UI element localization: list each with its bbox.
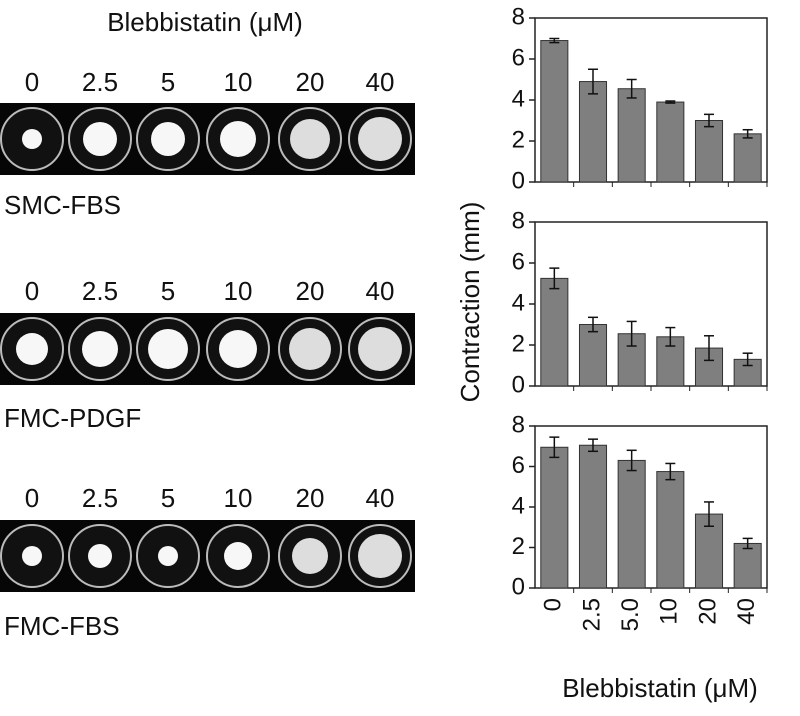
error-bar: [704, 113, 714, 128]
error-bar: [588, 438, 598, 453]
well-label: 20: [296, 67, 325, 97]
gel: [16, 333, 48, 365]
error-bar: [549, 436, 560, 459]
gel: [22, 129, 42, 149]
y-tick-label: 8: [512, 3, 525, 30]
well-label: 5: [161, 276, 175, 306]
bar: [656, 101, 685, 183]
y-tick-label: 8: [512, 207, 525, 234]
error-bar: [742, 128, 753, 139]
error-bar: [742, 352, 753, 367]
gel: [290, 119, 330, 159]
gel: [358, 534, 402, 578]
panel-label: FMC-FBS: [4, 611, 120, 641]
gel: [148, 329, 188, 369]
x-axis-title: Blebbistatin (μM): [562, 673, 758, 703]
bar: [617, 88, 646, 183]
x-tick-label: 5.0: [617, 598, 644, 631]
bar: [694, 120, 724, 183]
well-label: 40: [366, 276, 395, 306]
bar: [733, 133, 762, 183]
y-tick-label: 0: [512, 371, 525, 398]
gel: [289, 328, 331, 370]
well-label: 20: [296, 483, 325, 513]
plot-frame: [534, 425, 768, 589]
bar: [540, 446, 569, 589]
bar: [578, 81, 608, 183]
plot-frame: [534, 17, 768, 183]
gel: [82, 331, 118, 367]
error-bar: [626, 320, 637, 347]
gel: [358, 117, 402, 161]
y-tick-label: 4: [512, 85, 525, 112]
gel: [220, 121, 256, 157]
error-bar: [588, 316, 598, 333]
y-tick-label: 0: [512, 167, 525, 194]
error-bar: [549, 267, 560, 290]
error-bar: [665, 326, 676, 347]
gel: [158, 546, 178, 566]
gel: [83, 122, 117, 156]
bar: [733, 542, 762, 589]
gel: [151, 122, 185, 156]
well-label: 5: [161, 483, 175, 513]
y-tick-label: 4: [512, 492, 525, 519]
well-label: 2.5: [82, 276, 118, 306]
y-tick-label: 2: [512, 126, 525, 153]
well-label: 0: [25, 483, 39, 513]
gel: [358, 327, 402, 371]
header-title: Blebbistatin (μM): [107, 7, 303, 37]
bar: [540, 40, 569, 183]
gel: [224, 542, 252, 570]
error-bar: [626, 449, 637, 472]
bar: [578, 324, 608, 387]
x-tick-label: 2.5: [578, 598, 605, 631]
y-tick-label: 4: [512, 289, 525, 316]
well-label: 2.5: [82, 67, 118, 97]
y-tick-label: 6: [512, 452, 525, 479]
error-bar: [742, 537, 753, 550]
gel: [88, 544, 112, 568]
well-label: 20: [296, 276, 325, 306]
y-tick-label: 2: [512, 533, 525, 560]
y-tick-label: 6: [512, 44, 525, 71]
error-bar: [549, 37, 560, 44]
bar: [540, 277, 569, 387]
error-bar: [588, 68, 598, 95]
well-label: 0: [25, 67, 39, 97]
well-label: 0: [25, 276, 39, 306]
y-tick-label: 2: [512, 330, 525, 357]
y-tick-label: 0: [512, 573, 525, 600]
y-tick-label: 8: [512, 411, 525, 438]
error-bar: [704, 501, 714, 527]
x-tick-label: 10: [656, 598, 683, 625]
bar: [578, 444, 608, 589]
x-tick-label: 0: [540, 598, 567, 611]
gel: [219, 330, 257, 368]
gel: [292, 538, 328, 574]
y-axis-title: Contraction (mm): [455, 202, 485, 403]
well-label: 40: [366, 483, 395, 513]
bar: [656, 471, 685, 589]
well-label: 5: [161, 67, 175, 97]
error-bar: [665, 100, 676, 104]
panel-label: SMC-FBS: [4, 190, 121, 220]
error-bar: [665, 462, 676, 481]
x-tick-label: 20: [694, 598, 721, 625]
well-label: 10: [224, 67, 253, 97]
error-bar: [626, 78, 637, 99]
plot-frame: [534, 221, 768, 387]
well-label: 10: [224, 276, 253, 306]
x-tick-label: 40: [733, 598, 760, 625]
bar: [617, 459, 646, 589]
y-tick-label: 6: [512, 248, 525, 275]
well-label: 2.5: [82, 483, 118, 513]
well-label: 10: [224, 483, 253, 513]
well-label: 40: [366, 67, 395, 97]
error-bar: [704, 335, 714, 362]
gel: [22, 546, 42, 566]
panel-label: FMC-PDGF: [4, 403, 141, 433]
